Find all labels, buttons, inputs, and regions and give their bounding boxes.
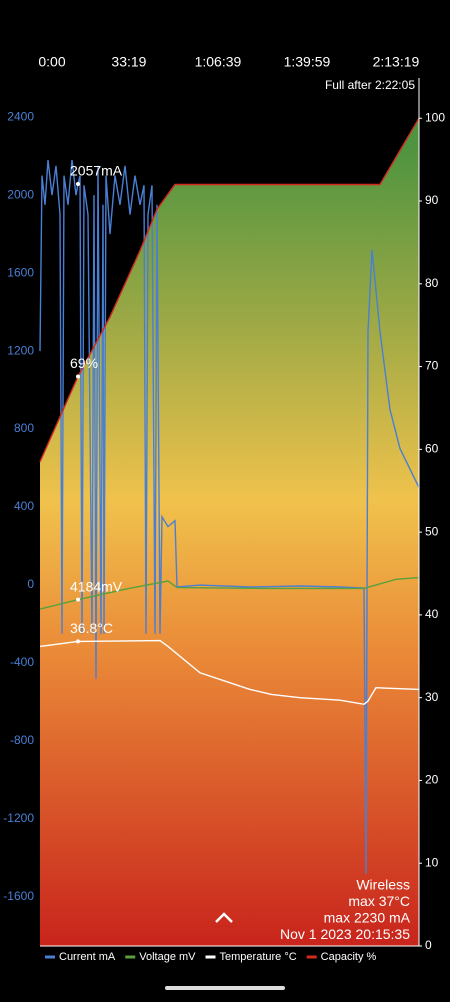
y2-tick-label: 100 bbox=[425, 110, 445, 124]
y-tick-label: 2000 bbox=[7, 187, 34, 201]
home-indicator[interactable] bbox=[165, 986, 285, 990]
y-tick-label: 1600 bbox=[7, 265, 34, 279]
y-tick-label: -1600 bbox=[3, 889, 34, 903]
info-line: Wireless bbox=[356, 877, 410, 893]
value-point bbox=[76, 639, 81, 644]
value-label: 36.8°C bbox=[70, 620, 113, 636]
x-tick-label: 33:19 bbox=[111, 54, 146, 70]
series-line bbox=[39, 117, 420, 463]
y-tick-label: -1200 bbox=[3, 811, 34, 825]
y2-tick-label: 90 bbox=[425, 193, 439, 207]
y-tick-label: 0 bbox=[27, 577, 34, 591]
value-point bbox=[76, 181, 81, 186]
y-tick-label: -800 bbox=[10, 733, 34, 747]
y2-tick-label: 0 bbox=[425, 938, 432, 952]
x-tick-label: 0:00 bbox=[38, 54, 65, 70]
value-label: 2057mA bbox=[70, 163, 123, 179]
y-tick-label: -400 bbox=[10, 655, 34, 669]
value-label: 69% bbox=[70, 355, 98, 371]
x-tick-label: 2:13:19 bbox=[373, 54, 420, 70]
capacity-area bbox=[40, 118, 419, 946]
y2-tick-label: 10 bbox=[425, 855, 439, 869]
full-time: Full after 2:22:05 bbox=[325, 78, 415, 92]
y2-tick-label: 80 bbox=[425, 276, 439, 290]
info-line: max 37°C bbox=[348, 893, 410, 909]
y2-tick-label: 50 bbox=[425, 524, 439, 538]
expand-chevron[interactable] bbox=[215, 912, 233, 923]
legend-label: Capacity % bbox=[321, 951, 377, 963]
y2-tick-label: 60 bbox=[425, 442, 439, 456]
x-tick-label: 1:06:39 bbox=[195, 54, 242, 70]
value-label: 4184mV bbox=[70, 578, 123, 594]
legend-label: Temperature °C bbox=[220, 951, 297, 963]
legend-label: Current mA bbox=[59, 951, 116, 963]
info-line: Nov 1 2023 20:15:35 bbox=[280, 926, 410, 942]
y2-tick-label: 20 bbox=[425, 773, 439, 787]
value-point bbox=[76, 374, 81, 379]
series-line bbox=[39, 576, 420, 610]
value-point bbox=[76, 597, 81, 602]
y2-tick-label: 70 bbox=[425, 359, 439, 373]
y2-tick-label: 40 bbox=[425, 607, 439, 621]
series-line bbox=[39, 159, 420, 874]
series-line bbox=[39, 639, 420, 706]
y-tick-label: 2400 bbox=[7, 109, 34, 123]
info-line: max 2230 mA bbox=[324, 910, 411, 926]
y-tick-label: 1200 bbox=[7, 343, 34, 357]
y-tick-label: 800 bbox=[14, 421, 34, 435]
legend-label: Voltage mV bbox=[139, 951, 196, 963]
y-tick-label: 400 bbox=[14, 499, 34, 513]
y2-tick-label: 30 bbox=[425, 690, 439, 704]
x-tick-label: 1:39:59 bbox=[284, 54, 331, 70]
